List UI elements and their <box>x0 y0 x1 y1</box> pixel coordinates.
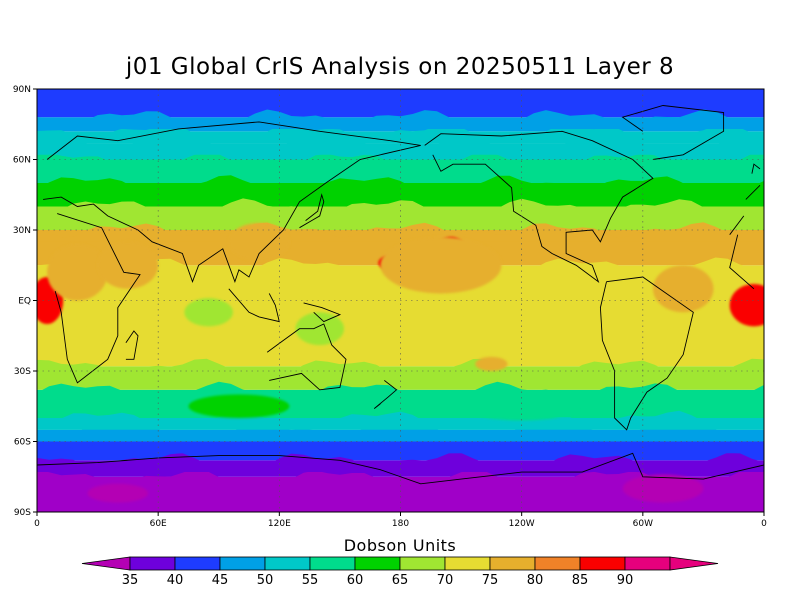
field-anomaly-7 <box>380 237 502 294</box>
lat-tick-label: 30N <box>13 226 31 236</box>
colorbar-tick-label: 75 <box>482 573 499 588</box>
ozone-field <box>37 89 764 512</box>
coast-madagascar <box>125 330 139 360</box>
field-anomaly-11 <box>295 312 344 346</box>
field-band-edge-11 <box>37 198 764 219</box>
coast-australia <box>266 323 347 391</box>
lat-tick-label: 90S <box>14 508 31 518</box>
field-anomaly-9 <box>475 356 508 372</box>
coast-uk <box>751 163 761 174</box>
field-anomaly-6 <box>228 222 290 261</box>
coast-newguinea <box>303 302 342 323</box>
field-anomaly-15 <box>87 483 149 503</box>
coastlines <box>37 105 764 485</box>
lon-tick-label: 60E <box>150 519 167 529</box>
lon-tick-label: 120E <box>268 519 291 529</box>
colorbar-segment <box>399 556 446 571</box>
coast-japan <box>299 193 325 229</box>
colorbar: 35 40 45 50 55 60 65 70 75 80 85 90 <box>81 556 719 588</box>
lat-tick-label: 90N <box>13 85 31 95</box>
colorbar-tick-label: 60 <box>347 573 364 588</box>
coast-antarctica <box>37 452 764 485</box>
colorbar-segment <box>219 556 266 571</box>
colorbar-high-arrow <box>669 556 719 571</box>
colorbar-segment <box>444 556 491 571</box>
field-band-edge-2 <box>37 452 764 473</box>
colorbar-tick-label: 65 <box>392 573 409 588</box>
colorbar-segment <box>579 556 626 571</box>
field-band-edge-13 <box>37 151 764 172</box>
field-band-edge-3 <box>37 433 764 454</box>
field-anomaly-10 <box>184 298 233 327</box>
lon-tick-label: 60W <box>633 519 653 529</box>
colorbar-tick-label: 50 <box>257 573 274 588</box>
field-band-edge-1 <box>37 468 764 489</box>
field-anomaly-4 <box>47 244 108 301</box>
lon-tick-label: 0 <box>34 519 40 529</box>
field-band-edge-4 <box>37 422 764 442</box>
colorbar-tick-label: 35 <box>122 573 139 588</box>
graticule <box>37 89 764 512</box>
colorbar-units-label: Dobson Units <box>343 536 457 555</box>
field-anomaly-5 <box>97 241 159 289</box>
colorbar-segment <box>489 556 536 571</box>
colorbar-tick-label: 55 <box>302 573 319 588</box>
colorbar-tick-label: 90 <box>617 573 634 588</box>
field-band-edge-7 <box>37 358 764 379</box>
lon-tick-label: 120W <box>509 519 535 529</box>
lat-tick-label: 60S <box>14 438 31 448</box>
lon-tick-label: 180 <box>392 519 409 529</box>
field-band-edge-12 <box>37 175 764 195</box>
colorbar-tick-label: 40 <box>167 573 184 588</box>
colorbar-segment <box>354 556 401 571</box>
lon-tick-label: 0 <box>761 519 767 529</box>
field-anomaly-12 <box>461 392 583 421</box>
field-band-edge-16 <box>37 109 764 129</box>
lat-tick-label: 30S <box>14 367 31 377</box>
colorbar-segment <box>264 556 311 571</box>
colorbar-tick-label: 80 <box>527 573 544 588</box>
colorbar-segment <box>174 556 221 571</box>
coast-namerica <box>424 130 654 283</box>
lat-tick-label: EQ <box>18 297 31 307</box>
lat-tick-label: 60N <box>13 156 31 166</box>
colorbar-tick-label: 45 <box>212 573 229 588</box>
map-title: j01 Global CrIS Analysis on 20250511 Lay… <box>125 54 675 80</box>
colorbar-segment <box>624 556 671 571</box>
coast-eurasia <box>43 121 761 284</box>
coast-greenland <box>621 105 725 160</box>
coast-indonesia <box>228 288 280 323</box>
field-band-edge-8 <box>37 315 764 336</box>
colorbar-low-arrow <box>81 556 131 571</box>
coast-samerica <box>599 276 694 431</box>
field-anomaly-1 <box>729 284 764 327</box>
colorbar-segment <box>534 556 581 571</box>
colorbar-tick-label: 85 <box>572 573 589 588</box>
coast-africa <box>54 213 755 384</box>
field-anomaly-13 <box>188 394 290 418</box>
colorbar-segment <box>309 556 356 571</box>
coast-newzealand <box>373 380 398 409</box>
field-anomaly-14 <box>622 474 704 503</box>
colorbar-segment <box>129 556 176 571</box>
colorbar-tick-label: 70 <box>437 573 454 588</box>
